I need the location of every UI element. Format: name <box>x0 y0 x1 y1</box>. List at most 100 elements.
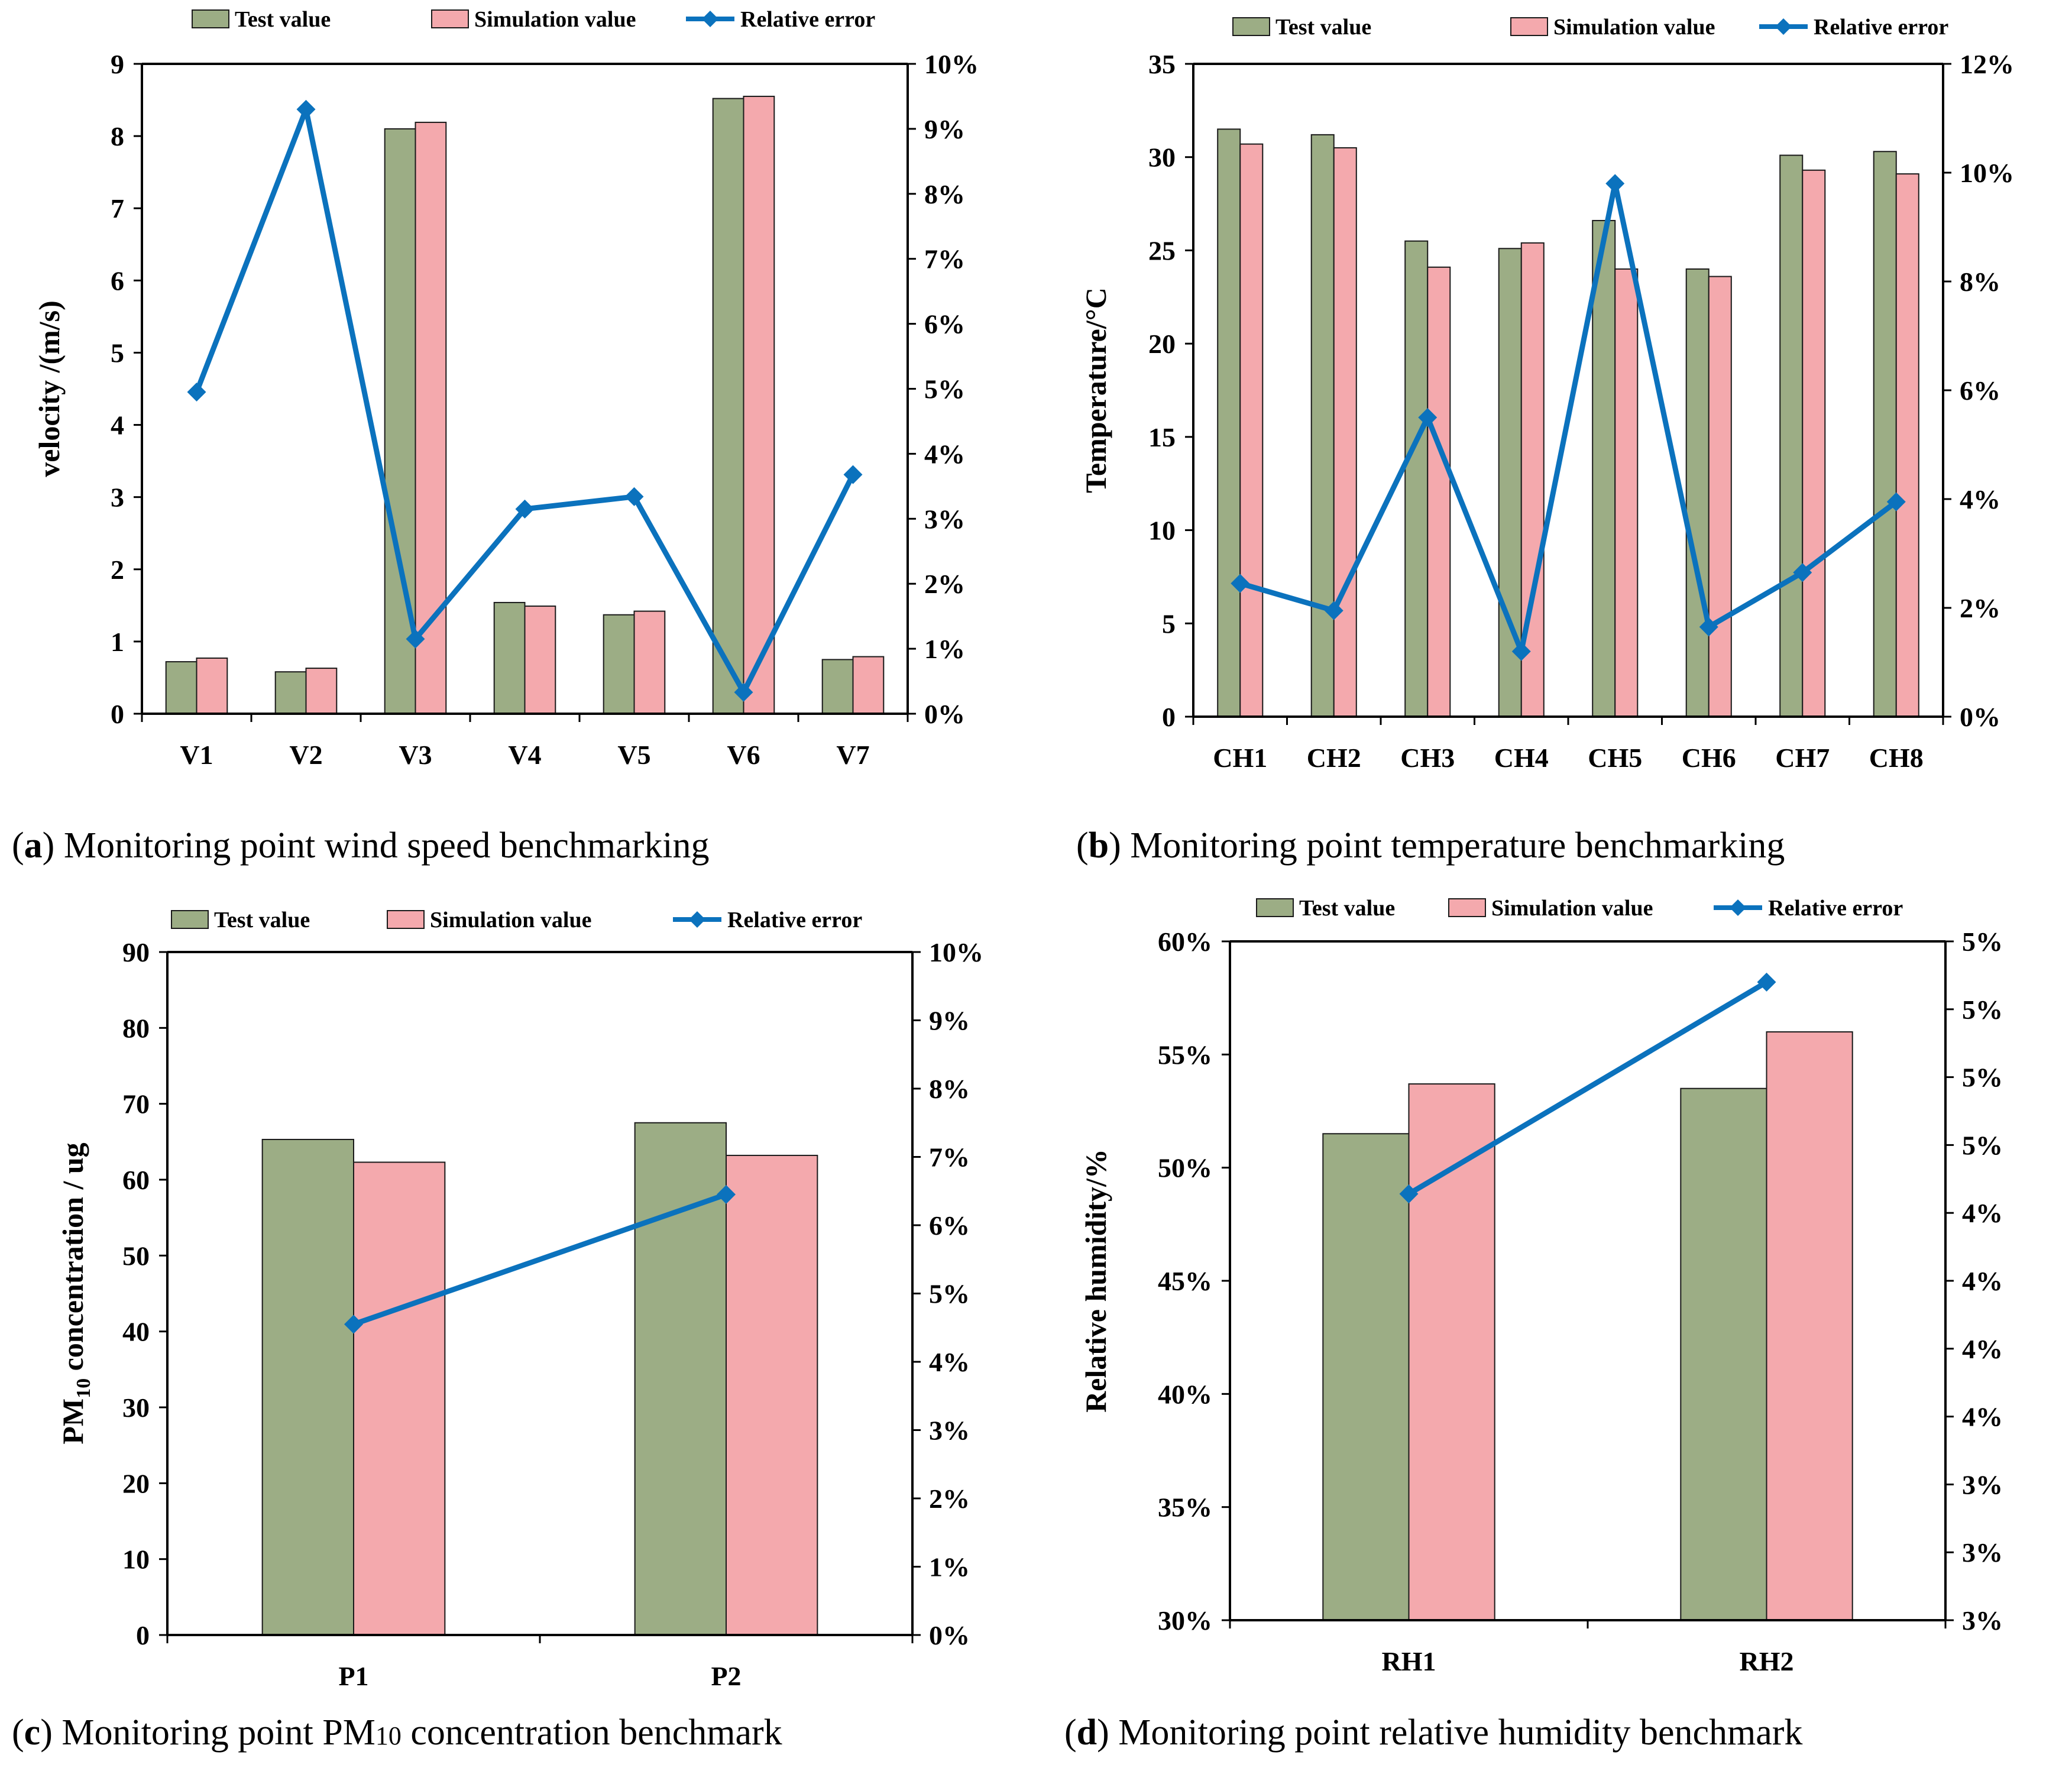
test-value-bar-ch8 <box>1873 151 1897 718</box>
relative-error-marker-ch6 <box>1699 617 1718 637</box>
caption-letter: a <box>24 825 43 866</box>
legend-label-error: Relative error <box>1768 896 1903 921</box>
caption-close-paren: ) <box>1109 825 1130 866</box>
chart-panel-d: 30% 35% 40% 45% 50% 55% 60% 3% 3% 3% 4% 4% 4% 4% 5% 5% 5… <box>1064 896 2003 1753</box>
y-tick-label: 7 <box>111 193 124 224</box>
y-tick-label: 5 <box>1162 608 1176 639</box>
y2-tick-label: 4% <box>1960 484 2000 514</box>
legend-label-simulation: Simulation value <box>1553 15 1715 40</box>
y-tick-label: 35 <box>1148 49 1176 79</box>
caption-text: Monitoring point wind speed benchmarking <box>64 825 710 866</box>
legend-swatch-simulation <box>387 910 425 929</box>
y-axis-title: Relative humidity/% <box>1079 1149 1112 1413</box>
x-tick-label-v2: V2 <box>289 740 322 770</box>
simulation-value-bar-ch8 <box>1895 173 1919 717</box>
y-tick-label: 0 <box>1162 702 1176 732</box>
simulation-value-bar-p2 <box>726 1154 818 1636</box>
y2-tick-label: 4% <box>1962 1402 2003 1432</box>
y2-tick-label: 2% <box>1960 593 2000 623</box>
y-tick-label: 30% <box>1158 1605 1212 1636</box>
caption-tail: concentration benchmark <box>402 1712 782 1753</box>
y-tick-label: 20 <box>122 1468 150 1498</box>
relative-error-marker-p2 <box>717 1185 736 1205</box>
legend-swatch-simulation <box>1510 17 1548 36</box>
caption-open-paren: ( <box>1064 1712 1077 1753</box>
simulation-value-bar-v4 <box>524 606 556 714</box>
legend-label-error: Relative error <box>727 908 862 933</box>
y-tick-label: 30 <box>1148 143 1176 173</box>
y-tick-label: 25 <box>1148 235 1176 266</box>
panel-caption: (d) Monitoring point relative humidity b… <box>1064 1712 1802 1753</box>
simulation-value-bar-v3 <box>415 121 447 715</box>
test-value-bar-rh2 <box>1680 1087 1767 1621</box>
legend-swatch-test <box>1256 898 1294 917</box>
relative-error-line <box>1239 180 1898 655</box>
y2-tick-label: 4% <box>929 1347 970 1377</box>
y2-tick-label: 5% <box>1962 927 2003 957</box>
x-tick-label-ch2: CH2 <box>1307 743 1361 773</box>
caption-subscript: 10 <box>375 1721 402 1750</box>
chart-panel-a: 0 1 2 3 4 5 6 7 8 9 0% 1% 2% 3% 4% 5% 6% 7% 8% 9% 10% V1 V2 V3 V… <box>12 7 979 866</box>
relative-error-marker-ch7 <box>1793 563 1812 582</box>
y2-tick-label: 6% <box>929 1210 970 1241</box>
test-value-bar-rh1 <box>1322 1133 1410 1621</box>
relative-error-marker-rh1 <box>1399 1184 1419 1204</box>
legend-swatch-error-marker <box>1775 18 1792 35</box>
y2-tick-label: 6% <box>1960 375 2000 406</box>
legend-label-error: Relative error <box>1814 15 1948 40</box>
y2-tick-label: 12% <box>1960 49 2014 79</box>
x-tick-label-ch3: CH3 <box>1400 743 1455 773</box>
y-tick-label: 2 <box>111 555 124 585</box>
test-value-bar-v4 <box>493 601 526 715</box>
y2-tick-label: 0% <box>1960 702 2000 732</box>
x-tick-label-ch7: CH7 <box>1775 743 1830 773</box>
y-tick-label: 10 <box>1148 516 1176 546</box>
legend-swatch-test <box>171 910 209 929</box>
caption-close-paren: ) <box>40 1712 61 1753</box>
test-value-bar-ch3 <box>1404 240 1429 717</box>
y2-tick-label: 5% <box>924 374 965 404</box>
relative-error-marker-v6 <box>734 682 753 702</box>
relative-error-marker-v3 <box>406 629 425 649</box>
y2-tick-label: 8% <box>929 1074 970 1104</box>
test-value-bar-ch6 <box>1685 268 1710 717</box>
y2-tick-label: 0% <box>929 1620 970 1650</box>
simulation-value-bar-rh2 <box>1766 1031 1853 1621</box>
legend-label-test: Test value <box>1275 15 1371 40</box>
y-tick-label: 1 <box>111 627 124 657</box>
simulation-value-bar-ch6 <box>1708 276 1732 717</box>
y-tick-label: 90 <box>122 937 150 967</box>
y2-tick-label: 7% <box>929 1142 970 1173</box>
y2-tick-label: 10% <box>929 937 983 967</box>
y-axis-title-prefix: PM <box>56 1398 89 1445</box>
y-tick-label: 8 <box>111 121 124 151</box>
x-tick-label-v6: V6 <box>727 740 760 770</box>
x-tick-label-v3: V3 <box>399 740 432 770</box>
y2-tick-label: 5% <box>929 1279 970 1309</box>
relative-error-line <box>352 1192 727 1327</box>
y-tick-label: 50% <box>1158 1153 1212 1183</box>
test-value-bar-v1 <box>165 661 198 714</box>
panel-caption: (c) Monitoring point PM10 concentration … <box>12 1712 782 1753</box>
y-tick-label: 40% <box>1158 1379 1212 1409</box>
relative-error-marker-ch2 <box>1324 601 1343 620</box>
y2-tick-label: 10% <box>924 49 979 79</box>
y2-tick-label: 3% <box>1962 1605 2003 1636</box>
relative-error-marker-ch8 <box>1886 492 1906 511</box>
y2-tick-label: 4% <box>1962 1198 2003 1228</box>
legend-swatch-error-marker <box>689 911 705 928</box>
simulation-value-bar-ch3 <box>1427 266 1451 717</box>
y-tick-label: 3 <box>111 483 124 513</box>
y-tick-label: 35% <box>1158 1492 1212 1523</box>
caption-letter: b <box>1089 825 1109 866</box>
x-tick-label-ch8: CH8 <box>1869 743 1924 773</box>
test-value-bar-v2 <box>274 671 307 714</box>
y-tick-label: 10 <box>122 1545 150 1575</box>
y2-tick-label: 8% <box>1960 267 2000 297</box>
y2-tick-label: 9% <box>924 114 965 144</box>
y-tick-label: 5 <box>111 338 124 368</box>
x-tick-label-p1: P1 <box>338 1661 368 1691</box>
test-value-bar-ch7 <box>1779 154 1804 717</box>
caption-text: Monitoring point temperature benchmarkin… <box>1130 825 1785 866</box>
